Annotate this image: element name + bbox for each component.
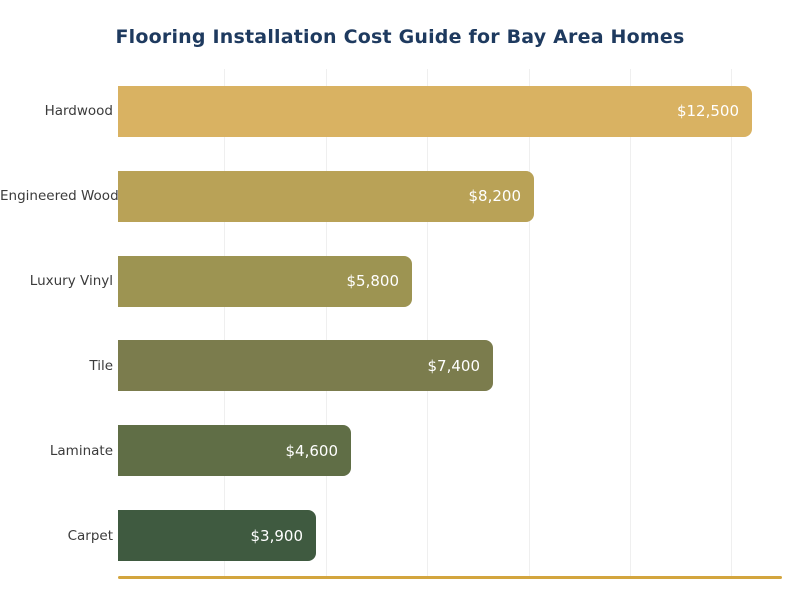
bar: $4,600 <box>118 425 351 477</box>
bar-row: Tile $7,400 <box>0 323 800 408</box>
bar-row: Luxury Vinyl $5,800 <box>0 239 800 324</box>
bar-row: Carpet $3,900 <box>0 493 800 578</box>
bar: $8,200 <box>118 170 534 222</box>
value-label: $7,400 <box>427 356 481 375</box>
bar: $7,400 <box>118 340 493 392</box>
bar: $5,800 <box>118 255 412 307</box>
category-label: Laminate <box>49 442 113 459</box>
chart-title: Flooring Installation Cost Guide for Bay… <box>115 26 685 48</box>
value-label: $4,600 <box>285 441 339 460</box>
gridline <box>731 69 733 578</box>
bar-row: Engineered Wood $8,200 <box>0 154 800 239</box>
bar-rows: Hardwood $12,500 Engineered Wood $8,200 Luxu… <box>0 69 800 578</box>
gridline <box>325 69 327 578</box>
plot-area <box>123 69 782 578</box>
bar: $12,500 <box>118 85 752 137</box>
value-label: $3,900 <box>250 526 304 545</box>
category-label: Tile <box>89 357 113 374</box>
category-label: Hardwood <box>44 103 113 120</box>
bar: $3,900 <box>118 510 316 562</box>
bar-row: Laminate $4,600 <box>0 408 800 493</box>
value-label: $5,800 <box>346 272 400 291</box>
value-label: $12,500 <box>676 102 739 121</box>
gridline <box>528 69 530 578</box>
gridline <box>224 69 226 578</box>
gridline <box>427 69 429 578</box>
x-axis-line <box>118 576 782 579</box>
category-label: Engineered Wood <box>0 188 119 205</box>
value-label: $8,200 <box>468 187 522 206</box>
category-label: Carpet <box>67 527 113 544</box>
category-label: Luxury Vinyl <box>29 273 113 290</box>
bar-row: Hardwood $12,500 <box>0 69 800 154</box>
gridline <box>629 69 631 578</box>
